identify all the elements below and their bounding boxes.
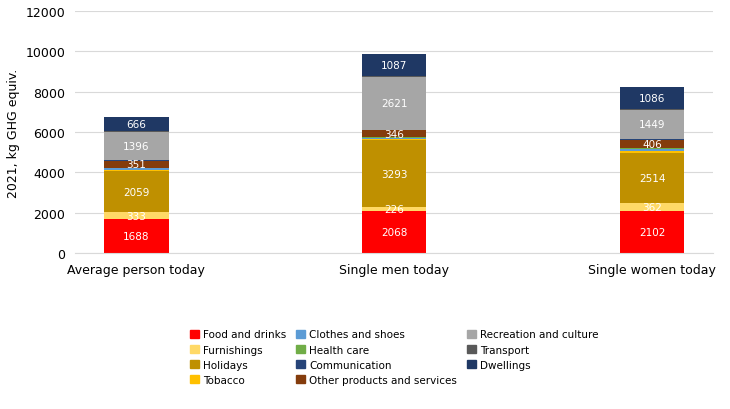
Text: 666: 666 — [126, 119, 146, 130]
Text: 1449: 1449 — [639, 120, 666, 130]
Bar — [104, 161, 169, 168]
Bar — [620, 150, 685, 152]
Legend: Food and drinks, Furnishings, Holidays, Tobacco, Clothes and shoes, Health care,: Food and drinks, Furnishings, Holidays, … — [187, 326, 602, 388]
Bar — [362, 138, 426, 139]
Bar — [104, 131, 169, 132]
Bar — [104, 170, 169, 171]
Text: 2059: 2059 — [123, 187, 150, 197]
Text: 2621: 2621 — [381, 99, 407, 109]
Bar — [104, 168, 169, 169]
Text: 1086: 1086 — [639, 93, 665, 103]
Bar — [620, 141, 685, 149]
Bar — [620, 110, 685, 140]
Text: 1396: 1396 — [123, 141, 150, 151]
Bar — [104, 160, 169, 161]
Text: 346: 346 — [384, 130, 404, 139]
Bar — [362, 212, 426, 254]
Bar — [620, 211, 685, 254]
Bar — [620, 204, 685, 211]
Bar — [104, 169, 169, 170]
Text: 3293: 3293 — [381, 169, 407, 179]
Text: 1688: 1688 — [123, 231, 150, 242]
Bar — [362, 54, 426, 76]
Text: 226: 226 — [384, 204, 404, 215]
Text: 406: 406 — [642, 139, 662, 150]
Bar — [104, 171, 169, 213]
Text: 1087: 1087 — [381, 61, 407, 70]
Text: 351: 351 — [126, 160, 146, 170]
Text: 2514: 2514 — [639, 174, 666, 184]
Bar — [620, 149, 685, 150]
Text: 2068: 2068 — [381, 228, 407, 238]
Bar — [620, 153, 685, 204]
Bar — [362, 139, 426, 140]
Y-axis label: 2021, kg GHG equiv.: 2021, kg GHG equiv. — [7, 68, 20, 197]
Bar — [104, 132, 169, 160]
Bar — [104, 213, 169, 220]
Bar — [362, 140, 426, 141]
Bar — [362, 131, 426, 138]
Text: 362: 362 — [642, 202, 662, 213]
Text: 333: 333 — [126, 211, 146, 221]
Bar — [104, 220, 169, 254]
Bar — [620, 152, 685, 153]
Bar — [620, 109, 685, 110]
Bar — [362, 76, 426, 77]
Bar — [362, 141, 426, 207]
Bar — [362, 130, 426, 131]
Text: 2102: 2102 — [639, 227, 665, 237]
Bar — [362, 77, 426, 130]
Bar — [362, 207, 426, 212]
Bar — [104, 118, 169, 131]
Bar — [620, 140, 685, 141]
Bar — [620, 88, 685, 109]
